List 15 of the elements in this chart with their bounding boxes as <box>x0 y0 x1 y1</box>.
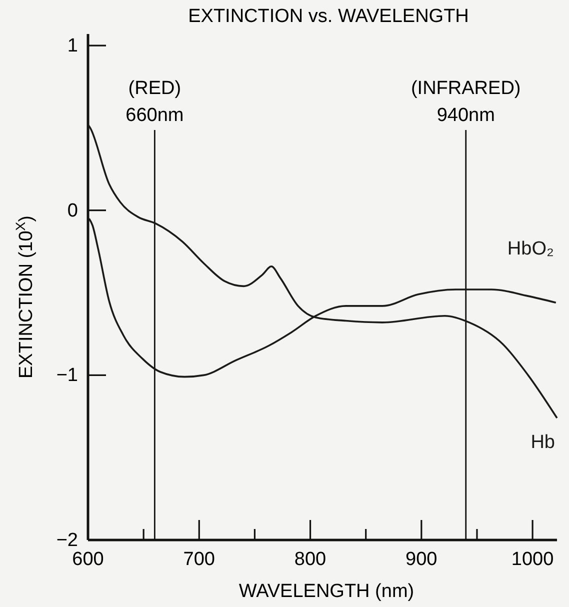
x-tick-label: 900 <box>406 549 438 570</box>
x-tick-label: 600 <box>72 549 104 570</box>
chart-title: EXTINCTION vs. WAVELENGTH <box>188 6 469 27</box>
y-tick-label: 0 <box>67 200 78 222</box>
x-tick-label: 800 <box>294 549 326 570</box>
x-tick-label: 1000 <box>511 549 554 570</box>
ref-line-label: (RED) 660nm <box>126 78 184 126</box>
y-tick-label: 1 <box>67 36 78 57</box>
x-axis-title: WAVELENGTH (nm) <box>238 581 414 602</box>
y-tick-label: −2 <box>56 530 78 551</box>
y-tick-label: −1 <box>56 365 78 386</box>
x-tick-label: 700 <box>183 549 215 570</box>
ref-line-label: (INFRARED) 940nm <box>410 78 521 126</box>
series-label: Hb <box>530 432 555 454</box>
series-label: HbO₂ <box>507 238 554 260</box>
